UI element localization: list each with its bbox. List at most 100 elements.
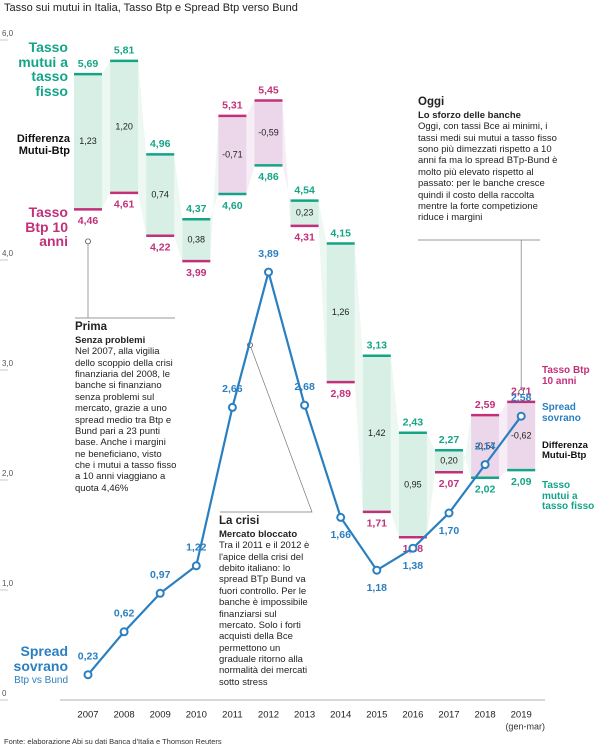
band-connector	[463, 415, 472, 478]
btp-label: 2,89	[330, 388, 351, 400]
btp-label: 4,31	[294, 232, 315, 244]
difference-band	[74, 74, 102, 210]
difference-label: 0,38	[188, 235, 206, 245]
difference-label-side: Differenza Mutui-Btp	[542, 440, 588, 461]
mortgage-label: 4,96	[150, 138, 171, 150]
band-connector	[138, 60, 147, 236]
spread-point	[516, 411, 526, 421]
x-tick-label: 2010	[186, 710, 207, 721]
connector-dot	[518, 389, 525, 395]
difference-label: 0,95	[404, 479, 422, 489]
annotation-text: Oggi, con tassi Bce ai minimi, i tassi m…	[418, 121, 558, 224]
mortgage-label: 4,37	[186, 203, 207, 215]
x-tick-label: 2019	[511, 710, 532, 721]
connector	[75, 241, 175, 319]
difference-band	[362, 355, 391, 512]
spread-point	[227, 402, 237, 412]
annotation: La crisi Mercato bloccato Tra il 2011 e il…	[219, 515, 311, 689]
series-label: Tasso Btp 10 anni	[542, 365, 590, 387]
band-connector	[210, 115, 219, 262]
connector-dot	[85, 238, 91, 245]
x-tick-label: 2012	[258, 710, 279, 721]
spread-label: 1,22	[186, 542, 207, 554]
band-connector	[318, 200, 327, 383]
btp-label: 1,71	[367, 518, 388, 530]
btp-label: 2,59	[475, 399, 496, 411]
difference-label: 0,20	[440, 456, 458, 466]
mortgage-label: 2,43	[403, 416, 424, 428]
mortgage-label: 2,09	[511, 476, 532, 488]
difference-label-side: Differenza Mutui-Btp	[16, 133, 70, 157]
difference-band	[110, 60, 139, 193]
spread-point	[408, 543, 418, 553]
band-connector	[426, 432, 435, 538]
spread-point	[191, 561, 201, 571]
difference-label: 1,26	[332, 307, 350, 317]
x-tick-label: 2008	[114, 710, 135, 721]
series-note: Btp vs Bund	[14, 675, 68, 686]
x-note: (gen-mar)	[505, 721, 545, 731]
difference-label: -0,57	[475, 441, 496, 451]
spread-point	[480, 460, 490, 470]
band-connector	[246, 100, 255, 194]
x-tick-label: 2017	[438, 710, 459, 721]
y-tick-label: 6,0	[2, 29, 14, 38]
band-connector	[174, 154, 183, 262]
spread-label: 1,38	[403, 560, 424, 572]
btp-label: 5,31	[222, 100, 243, 112]
difference-label: -0,59	[258, 127, 279, 137]
annotation-subtitle: Lo sforzo delle banche	[418, 109, 521, 121]
spread-label: 2,68	[294, 381, 315, 393]
x-tick-label: 2018	[475, 710, 496, 721]
annotation: Oggi Lo sforzo delle banche Oggi, con tass…	[418, 96, 560, 224]
annotation-title: La crisi	[219, 515, 260, 527]
difference-label: 1,23	[79, 136, 97, 146]
y-tick-label: 4,0	[2, 249, 14, 258]
mortgage-label: 4,86	[258, 171, 279, 183]
y-tick-label: 2,0	[2, 469, 14, 478]
annotation: Prima Senza problemi Nel 2007, alla vigili…	[75, 321, 179, 495]
spread-point	[155, 588, 165, 598]
annotation-text: Tra il 2011 e il 2012 è l'apice della cr…	[219, 540, 310, 688]
series-label: Tasso mutui a tasso fisso	[542, 480, 595, 512]
band-connector	[102, 60, 111, 210]
series-label: Tasso Btp 10 anni	[25, 204, 68, 250]
x-tick-label: 2014	[330, 710, 351, 721]
difference-label: -0,62	[511, 430, 532, 440]
difference-label: 1,20	[115, 121, 133, 131]
spread-label: 1,18	[367, 582, 388, 594]
mortgage-label: 2,02	[475, 484, 496, 496]
mortgage-label: 3,13	[367, 339, 388, 351]
spread-label: 1,70	[439, 525, 460, 537]
spread-label: 1,66	[330, 529, 351, 541]
band-connector	[282, 100, 291, 226]
x-tick-label: 2007	[77, 710, 98, 721]
annotation-title: Prima	[75, 321, 107, 333]
spread-point	[336, 512, 346, 522]
difference-label: -0,71	[222, 149, 243, 159]
y-tick-label: 1,0	[2, 579, 14, 588]
btp-label: 3,99	[186, 267, 207, 279]
spread-label: 2,58	[511, 392, 532, 404]
difference-band	[218, 115, 247, 194]
x-tick-label: 2009	[150, 710, 171, 721]
mortgage-label: 4,54	[294, 184, 315, 196]
spread-label: 0,23	[78, 650, 99, 662]
mortgage-label: 4,60	[222, 200, 243, 212]
difference-band	[326, 243, 355, 383]
difference-label: 0,74	[151, 189, 169, 199]
series-label: Spread sovrano	[542, 402, 581, 424]
spread-point	[372, 565, 382, 575]
btp-label: 4,22	[150, 242, 171, 254]
mortgage-label: 5,81	[114, 45, 135, 57]
annotation-subtitle: Senza problemi	[75, 334, 146, 346]
source: Fonte: elaborazione Abi su dati Banca d'…	[4, 737, 222, 746]
connector	[418, 239, 540, 392]
connector	[220, 344, 313, 513]
difference-label: 0,23	[296, 208, 314, 218]
series-label: Tasso mutui a tasso fisso	[18, 39, 68, 100]
x-tick-label: 2011	[222, 710, 242, 721]
btp-label: 5,45	[258, 84, 279, 96]
btp-label: 2,07	[439, 478, 460, 490]
